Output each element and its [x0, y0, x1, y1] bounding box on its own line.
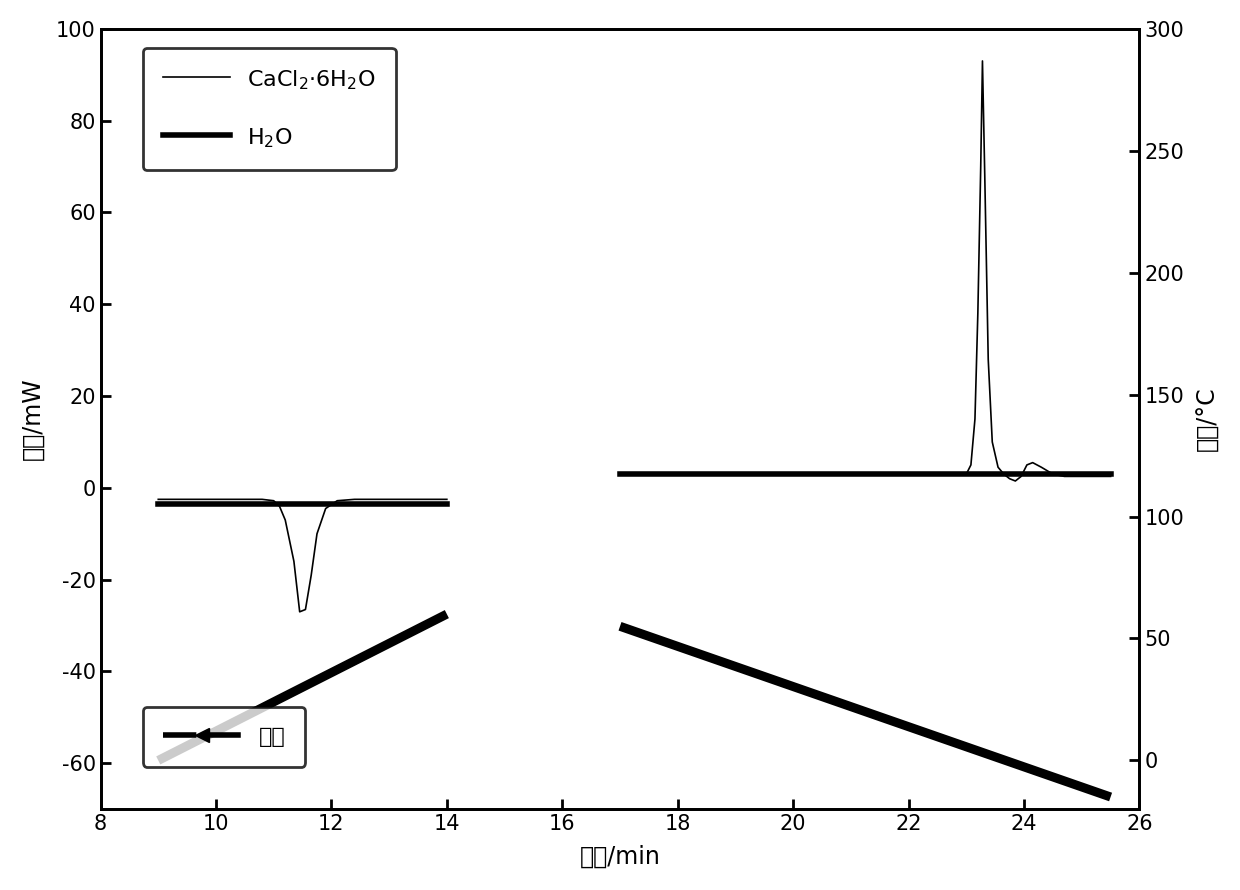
Legend: 温度: 温度	[143, 707, 305, 767]
X-axis label: 时间/min: 时间/min	[579, 846, 661, 870]
Y-axis label: 温度/°C: 温度/°C	[1195, 386, 1219, 451]
Y-axis label: 热流/mW: 热流/mW	[21, 377, 45, 460]
